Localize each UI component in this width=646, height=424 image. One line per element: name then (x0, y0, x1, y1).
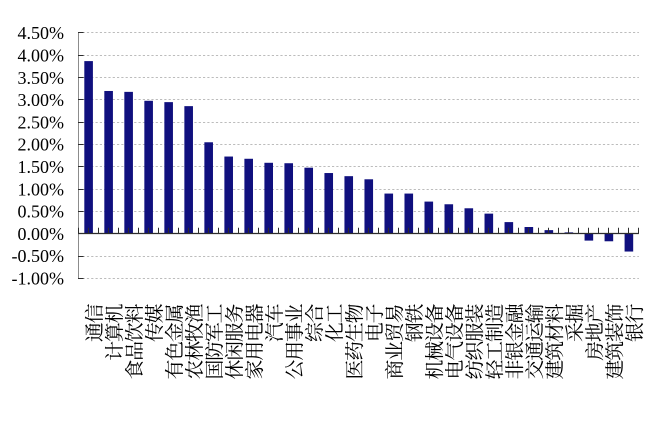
svg-text:1.00%: 1.00% (18, 179, 65, 199)
svg-text:4.00%: 4.00% (18, 46, 65, 66)
svg-text:1.50%: 1.50% (18, 157, 65, 177)
svg-text:2.50%: 2.50% (18, 112, 65, 132)
svg-text:-1.00%: -1.00% (12, 269, 65, 289)
svg-text:0.00%: 0.00% (18, 224, 65, 244)
svg-text:0.50%: 0.50% (18, 202, 65, 222)
svg-text:3.00%: 3.00% (18, 90, 65, 110)
svg-text:3.50%: 3.50% (18, 68, 65, 88)
svg-text:2.00%: 2.00% (18, 135, 65, 155)
svg-text:-0.50%: -0.50% (12, 246, 65, 266)
svg-text:4.50%: 4.50% (18, 23, 65, 43)
